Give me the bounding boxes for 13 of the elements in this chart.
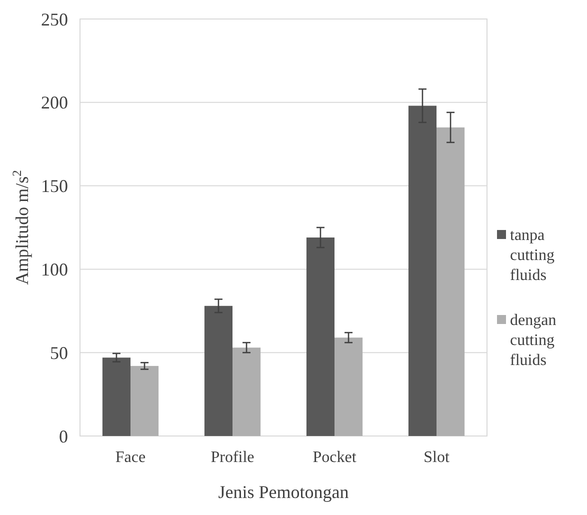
y-tick-label: 250 — [41, 9, 68, 30]
x-tick-label: Pocket — [312, 449, 357, 466]
x-tick-label: Slot — [424, 449, 450, 466]
legend-label: tanpa cutting fluids — [510, 227, 554, 284]
x-axis-title: Jenis Pemotongan — [218, 482, 349, 502]
y-tick-label: 200 — [41, 92, 68, 113]
legend-label: dengan cutting fluids — [510, 312, 556, 369]
y-tick-label: 150 — [41, 176, 68, 196]
y-tick-label: 50 — [50, 342, 68, 363]
y-tick-label: 0 — [59, 426, 68, 446]
y-tick-label: 100 — [41, 260, 68, 280]
x-tick-label: Profile — [210, 449, 254, 466]
x-tick-label: Face — [115, 449, 146, 466]
